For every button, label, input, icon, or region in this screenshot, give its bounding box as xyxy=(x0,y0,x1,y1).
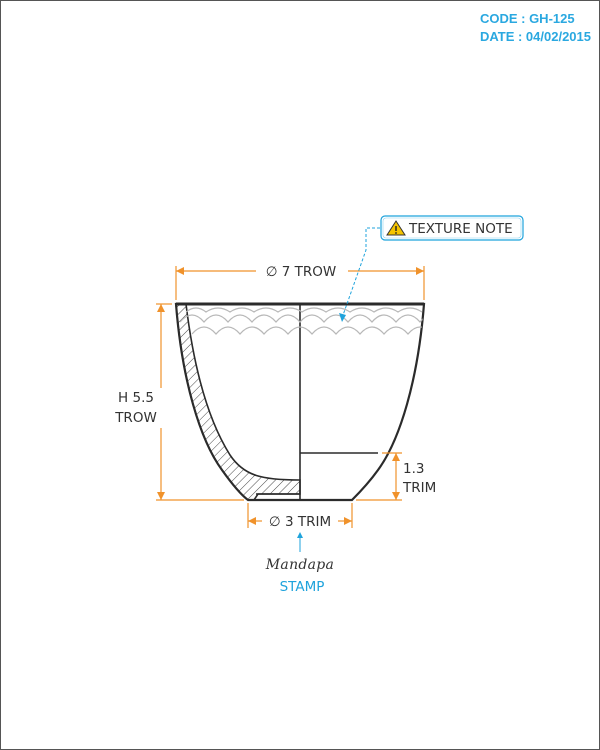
height-label-line1: H 5.5 xyxy=(118,390,154,406)
base-diameter-label: ∅ 3 TRIM xyxy=(269,514,331,530)
drawing-date: DATE : 04/02/2015 xyxy=(479,29,591,44)
top-diameter-label: ∅ 7 TROW xyxy=(266,264,337,280)
foot-height-label-line2: TRIM xyxy=(402,480,436,496)
stamp-label: STAMP xyxy=(280,579,325,595)
wall-section-hatch xyxy=(175,303,301,501)
stamp-logo: Mandapa xyxy=(265,557,334,573)
warning-icon xyxy=(386,220,406,236)
title-block: CODE : GH-125 DATE : 04/02/2015 xyxy=(480,10,591,46)
height-label-line2: TROW xyxy=(114,410,157,426)
foot-height-label-line1: 1.3 xyxy=(403,461,424,477)
product-code: CODE : GH-125 xyxy=(479,11,575,26)
bowl-profile xyxy=(174,302,426,502)
dimensions xyxy=(156,266,425,528)
texture-note-callout: TEXTURE NOTE xyxy=(339,215,524,322)
texture-note-label: TEXTURE NOTE xyxy=(408,221,513,237)
stamp-callout: Mandapa STAMP xyxy=(265,532,334,595)
scallop-texture xyxy=(179,307,424,335)
